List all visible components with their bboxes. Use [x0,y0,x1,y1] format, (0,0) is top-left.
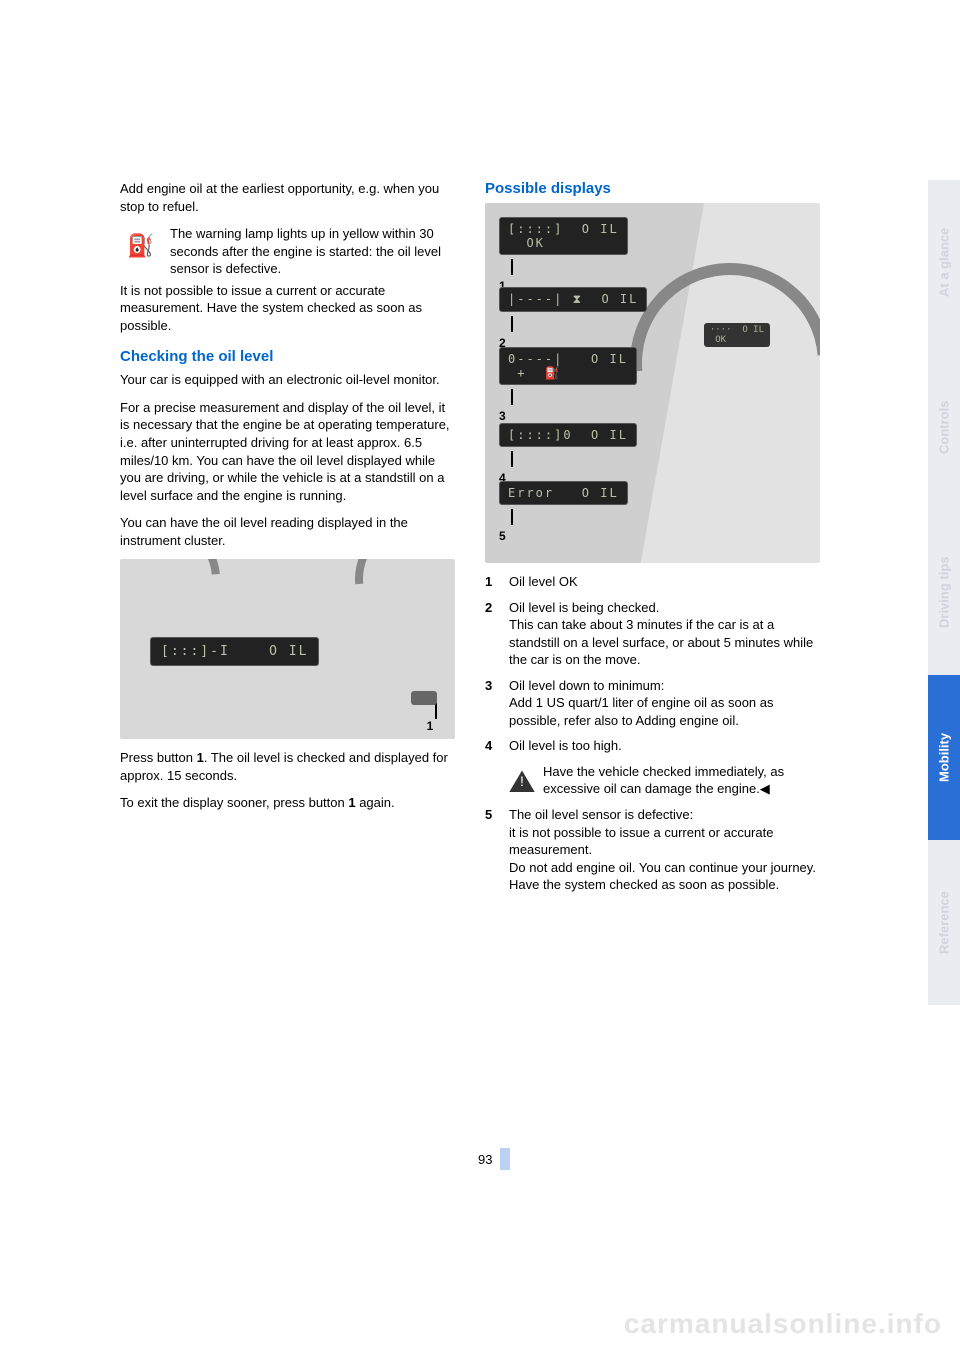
heading-possible-displays: Possible displays [485,180,820,197]
display-row-5: Error O IL [499,481,628,505]
button-1-icon [411,691,437,705]
check-p1: Your car is equipped with an electronic … [120,371,455,389]
mini-display: ···· O IL OK [704,323,770,347]
figure-cluster-button: [:::]-I O IL 1 [120,559,455,739]
list-item: 5 The oil level sensor is defective: it … [485,806,820,894]
press-button-text: Press button 1. The oil level is checked… [120,749,455,784]
tab-at-a-glance[interactable]: At a glance [928,180,960,345]
page-content: Add engine oil at the earliest opportuni… [120,180,820,902]
left-column: Add engine oil at the earliest opportuni… [120,180,455,902]
heading-checking-oil: Checking the oil level [120,348,455,365]
page-number: 93 [478,1152,492,1167]
display-row-2: |----| ⧗ O IL [499,287,647,312]
callout-line [435,703,437,719]
oil-can-icon: ⛽ [120,225,162,267]
callout-5: 5 [499,529,506,543]
warning-lamp-text: The warning lamp lights up in yellow wit… [170,225,455,278]
warning-triangle-icon: ! [509,770,535,792]
list-item-warning: ! Have the vehicle checked immediately, … [485,763,820,798]
warning-lamp-row: ⛽ The warning lamp lights up in yellow w… [120,225,455,278]
display-row-1: [::::] O IL OK [499,217,628,255]
page-number-bar [500,1148,510,1170]
list-item: 1 Oil level OK [485,573,820,591]
section-tabs: At a glance Controls Driving tips Mobili… [928,180,960,1005]
figure1-display: [:::]-I O IL [150,637,319,666]
list-item: 3 Oil level down to minimum: Add 1 US qu… [485,677,820,730]
right-column: Possible displays ···· O IL OK [::::] O … [485,180,820,902]
display-descriptions: 1 Oil level OK 2 Oil level is being chec… [485,573,820,894]
tab-controls[interactable]: Controls [928,345,960,510]
display-row-4: [::::]0 O IL [499,423,637,447]
check-p3: You can have the oil level reading displ… [120,514,455,549]
watermark: carmanualsonline.info [624,1308,942,1340]
tab-mobility[interactable]: Mobility [928,675,960,840]
intro-text: Add engine oil at the earliest opportuni… [120,180,455,215]
tab-driving-tips[interactable]: Driving tips [928,510,960,675]
list-item: 2 Oil level is being checked. This can t… [485,599,820,669]
figure-possible-displays: ···· O IL OK [::::] O IL OK 1 |----| ⧗ O… [485,203,820,563]
warning-followup: It is not possible to issue a current or… [120,282,455,335]
callout-3: 3 [499,409,506,423]
figure1-callout: 1 [427,719,434,733]
list-item: 4 Oil level is too high. [485,737,820,755]
check-p2: For a precise measurement and display of… [120,399,455,504]
exit-display-text: To exit the display sooner, press button… [120,794,455,812]
display-row-3: 0----| O IL + ⛽ [499,347,637,385]
tab-reference[interactable]: Reference [928,840,960,1005]
warning-4-text: Have the vehicle checked immediately, as… [543,763,820,798]
